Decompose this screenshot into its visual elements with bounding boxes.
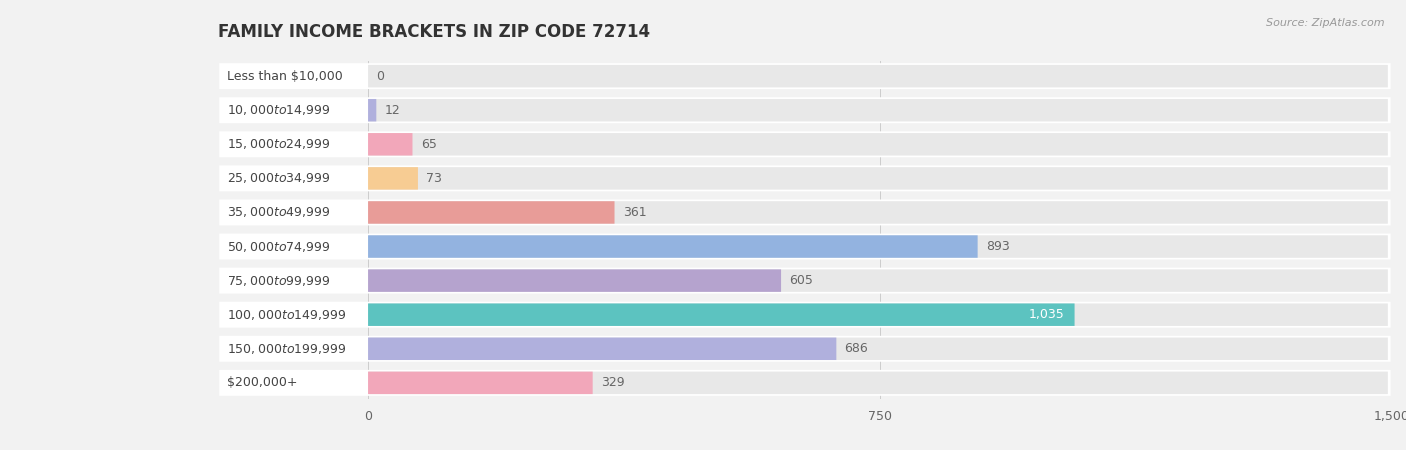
FancyBboxPatch shape xyxy=(368,99,1388,122)
FancyBboxPatch shape xyxy=(368,303,1388,326)
Text: 73: 73 xyxy=(426,172,441,185)
FancyBboxPatch shape xyxy=(219,234,1391,260)
FancyBboxPatch shape xyxy=(368,133,1388,156)
FancyBboxPatch shape xyxy=(368,201,614,224)
Text: $15,000 to $24,999: $15,000 to $24,999 xyxy=(228,137,330,151)
FancyBboxPatch shape xyxy=(368,303,1074,326)
FancyBboxPatch shape xyxy=(368,167,1388,189)
Text: $35,000 to $49,999: $35,000 to $49,999 xyxy=(228,206,330,220)
Text: $50,000 to $74,999: $50,000 to $74,999 xyxy=(228,239,330,253)
Text: 605: 605 xyxy=(789,274,813,287)
Text: $200,000+: $200,000+ xyxy=(228,376,298,389)
FancyBboxPatch shape xyxy=(368,167,418,189)
FancyBboxPatch shape xyxy=(368,99,377,122)
FancyBboxPatch shape xyxy=(219,199,1391,225)
FancyBboxPatch shape xyxy=(368,235,1388,258)
Text: $100,000 to $149,999: $100,000 to $149,999 xyxy=(228,308,347,322)
Text: FAMILY INCOME BRACKETS IN ZIP CODE 72714: FAMILY INCOME BRACKETS IN ZIP CODE 72714 xyxy=(218,23,650,41)
Text: 893: 893 xyxy=(986,240,1010,253)
Text: $75,000 to $99,999: $75,000 to $99,999 xyxy=(228,274,330,288)
Text: Less than $10,000: Less than $10,000 xyxy=(228,70,343,83)
FancyBboxPatch shape xyxy=(368,235,977,258)
Text: $25,000 to $34,999: $25,000 to $34,999 xyxy=(228,171,330,185)
FancyBboxPatch shape xyxy=(219,97,1391,123)
FancyBboxPatch shape xyxy=(368,201,1388,224)
Text: 1,035: 1,035 xyxy=(1029,308,1064,321)
FancyBboxPatch shape xyxy=(219,302,1391,328)
Text: 0: 0 xyxy=(377,70,384,83)
Text: $150,000 to $199,999: $150,000 to $199,999 xyxy=(228,342,347,356)
FancyBboxPatch shape xyxy=(219,336,1391,362)
Text: 12: 12 xyxy=(384,104,401,117)
FancyBboxPatch shape xyxy=(368,65,1388,87)
FancyBboxPatch shape xyxy=(219,268,1391,293)
FancyBboxPatch shape xyxy=(219,370,1391,396)
FancyBboxPatch shape xyxy=(219,63,1391,89)
FancyBboxPatch shape xyxy=(368,133,412,156)
FancyBboxPatch shape xyxy=(368,338,1388,360)
Text: 65: 65 xyxy=(420,138,436,151)
Text: Source: ZipAtlas.com: Source: ZipAtlas.com xyxy=(1267,18,1385,28)
FancyBboxPatch shape xyxy=(219,131,1391,157)
Text: 361: 361 xyxy=(623,206,647,219)
FancyBboxPatch shape xyxy=(368,338,837,360)
FancyBboxPatch shape xyxy=(368,270,782,292)
Text: 686: 686 xyxy=(845,342,869,355)
FancyBboxPatch shape xyxy=(368,372,593,394)
Text: $10,000 to $14,999: $10,000 to $14,999 xyxy=(228,103,330,117)
FancyBboxPatch shape xyxy=(219,166,1391,191)
FancyBboxPatch shape xyxy=(368,372,1388,394)
FancyBboxPatch shape xyxy=(368,270,1388,292)
Text: 329: 329 xyxy=(600,376,624,389)
